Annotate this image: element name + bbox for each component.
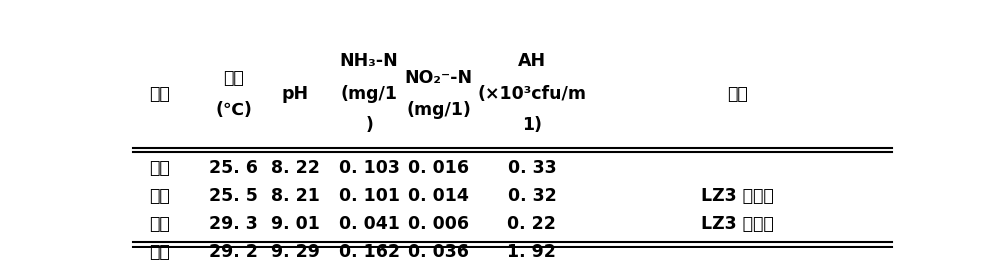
Text: 0. 32: 0. 32 <box>508 187 556 205</box>
Text: (mg/1: (mg/1 <box>341 85 398 103</box>
Text: 0. 036: 0. 036 <box>408 242 469 261</box>
Text: 0. 162: 0. 162 <box>339 242 400 261</box>
Text: (mg/1): (mg/1) <box>406 101 471 119</box>
Text: (℃): (℃) <box>215 101 252 119</box>
Text: 0. 103: 0. 103 <box>339 159 400 177</box>
Text: 8. 22: 8. 22 <box>271 159 320 177</box>
Text: LZ3 使用前: LZ3 使用前 <box>701 187 774 205</box>
Text: 0. 006: 0. 006 <box>408 215 469 233</box>
Text: AH: AH <box>518 52 546 70</box>
Text: NO₂⁻-N: NO₂⁻-N <box>405 69 473 86</box>
Text: 对照: 对照 <box>150 242 170 261</box>
Text: 试验: 试验 <box>150 215 170 233</box>
Text: 对照: 对照 <box>150 187 170 205</box>
Text: 0. 014: 0. 014 <box>408 187 469 205</box>
Text: ): ) <box>365 116 373 134</box>
Text: NH₃-N: NH₃-N <box>340 52 398 70</box>
Text: 池塘: 池塘 <box>150 85 170 103</box>
Text: 25. 6: 25. 6 <box>209 159 258 177</box>
Text: 0. 041: 0. 041 <box>339 215 400 233</box>
Text: LZ3 使用后: LZ3 使用后 <box>701 215 774 233</box>
Text: 水温: 水温 <box>223 69 244 86</box>
Text: 0. 22: 0. 22 <box>507 215 556 233</box>
Text: 0. 016: 0. 016 <box>408 159 469 177</box>
Text: 9. 01: 9. 01 <box>271 215 320 233</box>
Text: 试验: 试验 <box>150 159 170 177</box>
Text: 0. 101: 0. 101 <box>339 187 400 205</box>
Text: 1): 1) <box>522 116 542 134</box>
Text: 25. 5: 25. 5 <box>209 187 258 205</box>
Text: 备注: 备注 <box>727 85 748 103</box>
Text: 29. 3: 29. 3 <box>209 215 258 233</box>
Text: 9. 29: 9. 29 <box>271 242 320 261</box>
Text: 0. 33: 0. 33 <box>508 159 556 177</box>
Text: pH: pH <box>282 85 309 103</box>
Text: 1. 92: 1. 92 <box>507 242 556 261</box>
Text: (×10³cfu/m: (×10³cfu/m <box>477 85 586 103</box>
Text: 29. 2: 29. 2 <box>209 242 258 261</box>
Text: 8. 21: 8. 21 <box>271 187 320 205</box>
